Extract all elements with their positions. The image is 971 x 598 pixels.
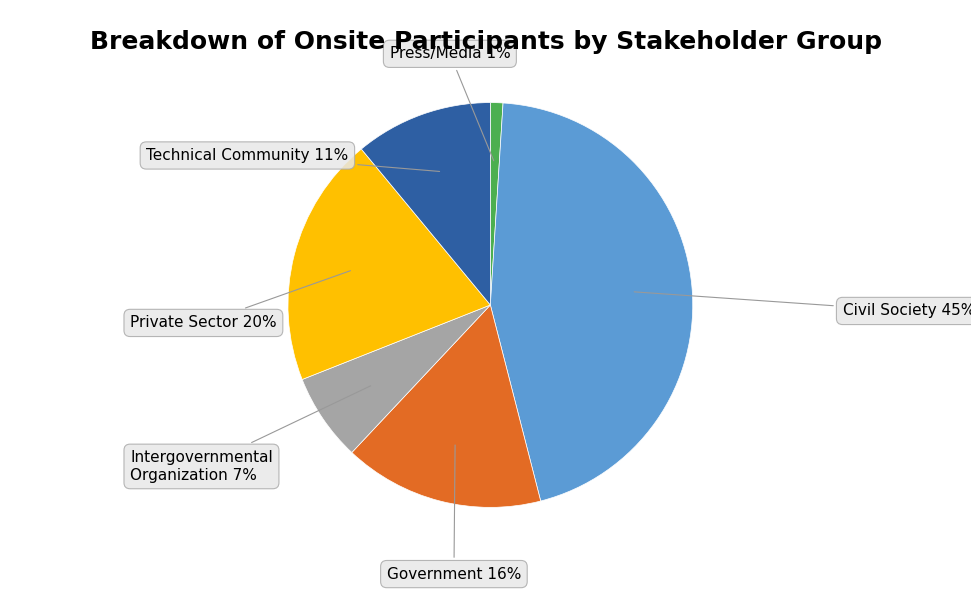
Text: Breakdown of Onsite Participants by Stakeholder Group: Breakdown of Onsite Participants by Stak…: [89, 30, 882, 54]
Wedge shape: [288, 149, 490, 380]
Text: Technical Community 11%: Technical Community 11%: [147, 148, 440, 172]
Text: Civil Society 45%: Civil Society 45%: [634, 292, 971, 319]
Wedge shape: [490, 103, 503, 305]
Text: Press/Media 1%: Press/Media 1%: [389, 46, 510, 161]
Wedge shape: [302, 305, 490, 453]
Text: Intergovernmental
Organization 7%: Intergovernmental Organization 7%: [130, 386, 371, 483]
Wedge shape: [490, 103, 692, 501]
Wedge shape: [352, 305, 541, 507]
Text: Private Sector 20%: Private Sector 20%: [130, 271, 351, 331]
Text: Government 16%: Government 16%: [386, 445, 521, 582]
Wedge shape: [361, 103, 490, 305]
